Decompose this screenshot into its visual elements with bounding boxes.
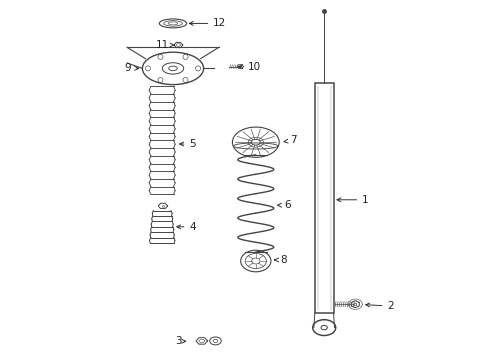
Text: 4: 4 [177, 222, 196, 232]
Text: 3: 3 [175, 336, 186, 346]
Text: 7: 7 [284, 135, 297, 145]
Bar [315, 83, 334, 313]
Text: 9: 9 [124, 63, 139, 73]
Text: 6: 6 [278, 200, 291, 210]
Text: 1: 1 [337, 195, 369, 205]
Text: 11: 11 [156, 40, 174, 50]
Text: 8: 8 [274, 255, 287, 265]
Text: 5: 5 [180, 139, 196, 149]
Text: 10: 10 [239, 62, 261, 72]
Text: 12: 12 [190, 18, 226, 28]
Text: 2: 2 [366, 301, 394, 311]
